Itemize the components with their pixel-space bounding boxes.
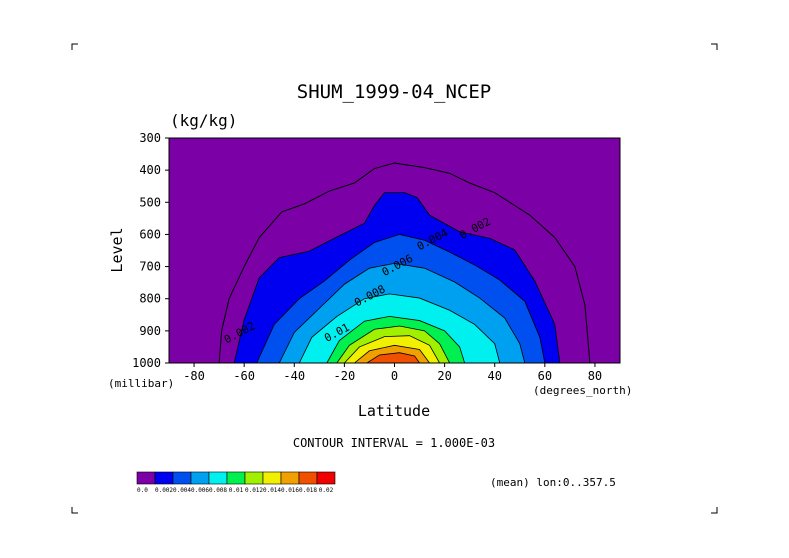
colorbar-label: 0.002 [155, 487, 173, 494]
colorbar-swatch [316, 471, 336, 485]
outer-contour-line [218, 162, 591, 363]
x-tick-label: 0 [391, 369, 398, 383]
colorbar-label: 0.0 [137, 487, 148, 494]
x-tick-label: 40 [487, 369, 501, 383]
y-axis-ticks: 300 400 500 600 700 800 900 1000 [132, 131, 169, 370]
colorbar-label: 0.004 [173, 487, 191, 494]
x-axis-label: Latitude [358, 402, 430, 420]
y-tick-label: 800 [139, 292, 161, 306]
corner-marks [71, 43, 718, 514]
colorbar-label: 0.02 [319, 487, 334, 494]
y-axis-label: Level [108, 227, 126, 272]
y-tick-label: 700 [139, 260, 161, 274]
y-tick-label: 900 [139, 324, 161, 338]
colorbar-swatch [190, 471, 210, 485]
colorbar-label: 0.006 [191, 487, 209, 494]
x-tick-label: -20 [334, 369, 356, 383]
x-tick-label: 80 [588, 369, 602, 383]
filled-contours [233, 192, 561, 363]
x-tick-label: -80 [183, 369, 205, 383]
colorbar-swatch [280, 471, 300, 485]
colorbar-label: 0.018 [299, 487, 317, 494]
colorbar-label: 0.012 [245, 487, 263, 494]
y-tick-label: 300 [139, 131, 161, 145]
y-tick-label: 500 [139, 195, 161, 209]
colorbar-swatch [154, 471, 174, 485]
y-tick-label: 600 [139, 227, 161, 241]
x-tick-label: 60 [538, 369, 552, 383]
y-tick-label: 1000 [132, 356, 161, 370]
y-unit-label: (millibar) [108, 377, 174, 390]
x-tick-label: 20 [437, 369, 451, 383]
colorbar-label: 0.016 [281, 487, 299, 494]
colorbar-swatch [226, 471, 246, 485]
colorbar-label: 0.01 [229, 487, 244, 494]
y-tick-label: 400 [139, 163, 161, 177]
units-label: (kg/kg) [170, 111, 237, 130]
colorbar: 0.0 0.002 0.004 0.006 0.008 0.01 0.012 0.014 0.0… [136, 471, 336, 494]
colorbar-label: 0.014 [263, 487, 281, 494]
colorbar-label: 0.008 [209, 487, 227, 494]
contour-region-9 [366, 352, 421, 363]
colorbar-swatch [136, 471, 156, 485]
colorbar-swatch [262, 471, 282, 485]
x-tick-label: -40 [283, 369, 305, 383]
contour-interval-text: CONTOUR INTERVAL = 1.000E-03 [293, 436, 495, 450]
colorbar-swatch [244, 471, 264, 485]
colorbar-swatch [172, 471, 192, 485]
x-unit-label: (degrees_north) [533, 384, 632, 397]
chart-title: SHUM_1999-04_NCEP [297, 81, 491, 103]
x-tick-label: -60 [233, 369, 255, 383]
x-axis-ticks: -80 -60 -40 -20 0 20 40 60 80 [183, 363, 602, 383]
colorbar-swatch [208, 471, 228, 485]
colorbar-swatch [298, 471, 318, 485]
mean-lon-text: (mean) lon:0..357.5 [490, 476, 616, 489]
